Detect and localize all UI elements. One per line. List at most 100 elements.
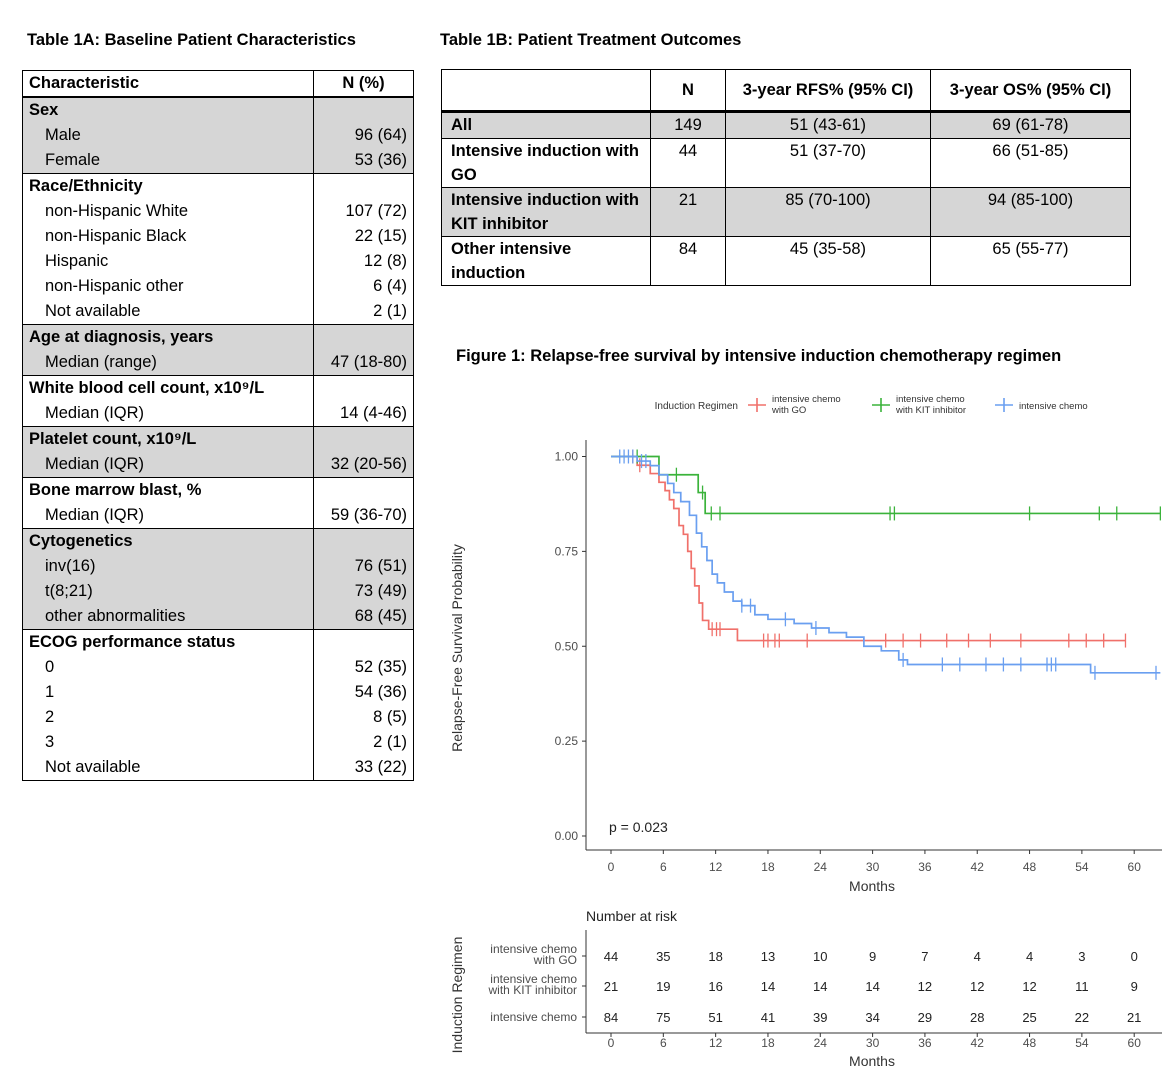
row-label: Intensive induction with GO bbox=[441, 138, 651, 188]
row-label: non-Hispanic other bbox=[45, 277, 184, 295]
row-label: inv(16) bbox=[22, 554, 314, 579]
legend-label: intensive chemo bbox=[772, 394, 841, 405]
risk-x-tick-label: 36 bbox=[918, 1036, 932, 1050]
risk-row-label: intensive chemo bbox=[490, 972, 577, 986]
group-header: ECOG performance status bbox=[22, 629, 314, 655]
risk-count: 19 bbox=[656, 979, 670, 994]
table-row: Median (IQR) 32 (20-56) bbox=[22, 452, 414, 478]
risk-count: 9 bbox=[1131, 979, 1138, 994]
table-row: Not available 33 (22) bbox=[23, 755, 414, 781]
risk-row-label: with KIT inhibitor bbox=[488, 983, 577, 997]
row-rfs: 51 (43-61) bbox=[725, 111, 931, 139]
legend-label: with KIT inhibitor bbox=[895, 405, 966, 416]
table-row: Hispanic 12 (8) bbox=[23, 249, 414, 274]
row-label: Male bbox=[22, 123, 314, 148]
risk-count: 10 bbox=[813, 949, 827, 964]
risk-count: 51 bbox=[708, 1010, 722, 1025]
row-value: 54 (36) bbox=[313, 680, 414, 705]
risk-row-label: intensive chemo bbox=[490, 1010, 577, 1024]
row-n: 149 bbox=[650, 111, 726, 139]
risk-x-tick-label: 30 bbox=[866, 1036, 880, 1050]
y-axis-title: Relapse-Free Survival Probability bbox=[449, 544, 465, 752]
x-tick-label: 18 bbox=[761, 860, 775, 874]
row-label: Median (IQR) bbox=[45, 404, 145, 422]
group-header-value bbox=[313, 96, 414, 123]
risk-x-tick-label: 12 bbox=[709, 1036, 723, 1050]
table-row: t(8;21) 73 (49) bbox=[22, 579, 414, 604]
x-tick-label: 60 bbox=[1128, 860, 1142, 874]
row-value: 32 (20-56) bbox=[313, 452, 414, 478]
row-value: 6 (4) bbox=[313, 274, 414, 299]
survival-curve-series-2 bbox=[611, 455, 1161, 674]
row-value: 2 (1) bbox=[313, 299, 414, 325]
risk-row-label: with GO bbox=[533, 953, 577, 967]
legend-label: with GO bbox=[771, 405, 806, 416]
row-os: 69 (61-78) bbox=[930, 111, 1131, 139]
table-row: Not available 2 (1) bbox=[23, 299, 414, 325]
group-header-row: ECOG performance status bbox=[22, 629, 414, 655]
group-header: Cytogenetics bbox=[22, 528, 314, 554]
risk-count: 3 bbox=[1078, 949, 1085, 964]
group-header-row: Platelet count, x10⁹/L bbox=[22, 426, 414, 452]
risk-count: 35 bbox=[656, 949, 670, 964]
row-value: 73 (49) bbox=[313, 579, 414, 604]
risk-count: 12 bbox=[1022, 979, 1036, 994]
group-header-value bbox=[313, 324, 414, 350]
survival-curve-series-1 bbox=[611, 455, 1161, 515]
row-label: non-Hispanic Black bbox=[45, 227, 187, 245]
row-label: Intensive induction with KIT inhibitor bbox=[441, 187, 651, 237]
group-header-value bbox=[313, 375, 414, 401]
column-header-n-percent: N (%) bbox=[313, 70, 414, 98]
risk-x-tick-label: 54 bbox=[1075, 1036, 1089, 1050]
row-value: 96 (64) bbox=[313, 123, 414, 148]
table-1b-title: Table 1B: Patient Treatment Outcomes bbox=[440, 31, 742, 49]
risk-count: 29 bbox=[918, 1010, 932, 1025]
column-header-n: N bbox=[650, 69, 726, 113]
risk-x-tick-label: 18 bbox=[761, 1036, 775, 1050]
column-header-os: 3-year OS% (95% CI) bbox=[930, 69, 1131, 113]
risk-count: 28 bbox=[970, 1010, 984, 1025]
x-tick-label: 36 bbox=[918, 860, 932, 874]
row-value: 52 (35) bbox=[313, 655, 414, 680]
group-header-value bbox=[313, 426, 414, 452]
risk-count: 11 bbox=[1075, 979, 1089, 994]
legend-label: intensive chemo bbox=[896, 394, 965, 405]
row-os: 66 (51-85) bbox=[930, 138, 1131, 188]
risk-x-tick-label: 60 bbox=[1128, 1036, 1142, 1050]
group-header-row: Cytogenetics bbox=[22, 528, 414, 554]
table-1a-title: Table 1A: Baseline Patient Characteristi… bbox=[27, 31, 356, 49]
risk-count: 21 bbox=[604, 979, 618, 994]
risk-count: 14 bbox=[865, 979, 879, 994]
row-rfs: 85 (70-100) bbox=[725, 187, 931, 237]
x-tick-label: 6 bbox=[660, 860, 667, 874]
row-label: 1 bbox=[45, 683, 55, 701]
risk-count: 34 bbox=[865, 1010, 879, 1025]
row-label: non-Hispanic White bbox=[45, 202, 189, 220]
risk-count: 14 bbox=[813, 979, 827, 994]
row-n: 44 bbox=[650, 138, 726, 188]
row-label: Median (range) bbox=[22, 350, 314, 376]
y-tick-label: 0.75 bbox=[555, 544, 579, 558]
row-value: 8 (5) bbox=[313, 705, 414, 730]
risk-count: 16 bbox=[708, 979, 722, 994]
group-header-value bbox=[313, 477, 414, 503]
risk-count: 7 bbox=[921, 949, 928, 964]
table-row: 2 8 (5) bbox=[23, 705, 414, 730]
x-tick-label: 48 bbox=[1023, 860, 1037, 874]
risk-x-axis-title: Months bbox=[849, 1053, 895, 1069]
row-os: 65 (55-77) bbox=[930, 236, 1131, 286]
table-row: All 149 51 (43-61) 69 (61-78) bbox=[441, 111, 1131, 139]
table-row: 0 52 (35) bbox=[23, 655, 414, 680]
risk-count: 4 bbox=[1026, 949, 1033, 964]
group-header-value bbox=[313, 528, 414, 554]
risk-count: 25 bbox=[1022, 1010, 1036, 1025]
risk-x-tick-label: 6 bbox=[660, 1036, 667, 1050]
group-header-row: White blood cell count, x10⁹/L bbox=[22, 375, 414, 401]
group-header-row: Sex bbox=[22, 96, 414, 123]
row-label: Not available bbox=[45, 302, 141, 320]
risk-count: 21 bbox=[1127, 1010, 1141, 1025]
row-label: t(8;21) bbox=[22, 579, 314, 604]
row-value: 33 (22) bbox=[313, 755, 414, 781]
y-tick-label: 0.00 bbox=[555, 829, 579, 843]
